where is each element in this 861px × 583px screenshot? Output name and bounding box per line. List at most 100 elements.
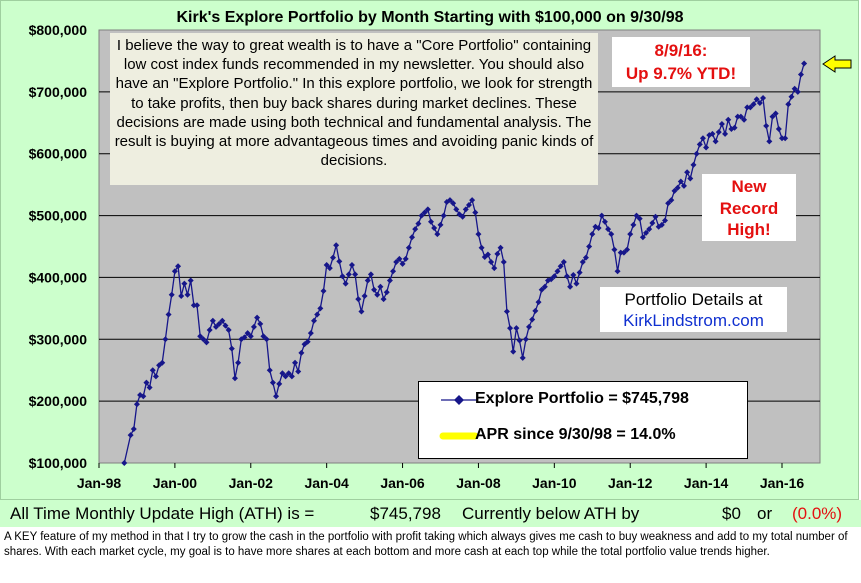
data-point: [718, 121, 725, 128]
data-point: [560, 258, 567, 265]
y-tick-label: $400,000: [29, 269, 88, 285]
data-point: [222, 322, 229, 329]
data-point: [216, 320, 223, 327]
chart-legend: Explore Portfolio = $745,798 APR since 9…: [418, 381, 748, 459]
data-point: [617, 249, 624, 256]
x-tick-label: Jan-14: [684, 475, 729, 491]
data-point: [769, 113, 776, 120]
data-point: [390, 268, 397, 275]
data-point: [576, 269, 583, 276]
data-point: [260, 333, 267, 340]
data-point: [200, 336, 207, 343]
data-point: [652, 213, 659, 220]
data-point: [339, 273, 346, 280]
x-tick-label: Jan-10: [532, 475, 577, 491]
data-point: [212, 323, 219, 330]
y-tick-label: $200,000: [29, 393, 88, 409]
data-point: [484, 251, 491, 258]
chart-title: Kirk's Explore Portfolio by Month Starti…: [176, 9, 683, 26]
legend-portfolio-marker: [441, 395, 477, 405]
data-point: [317, 305, 324, 312]
data-point: [209, 317, 216, 324]
y-tick-label: $100,000: [29, 455, 88, 471]
data-point: [608, 231, 615, 238]
data-point: [611, 246, 618, 253]
data-point: [741, 116, 748, 123]
data-point: [734, 113, 741, 120]
y-tick-label: $500,000: [29, 208, 88, 224]
below-ath-label: Currently below ATH by: [462, 504, 640, 523]
data-point: [478, 244, 485, 251]
data-point: [712, 138, 719, 145]
legend-apr-label: APR since 9/30/98 = 14.0%: [475, 426, 676, 443]
data-point: [662, 217, 669, 224]
data-point: [168, 291, 175, 298]
y-axis: $100,000 $200,000 $300,000 $400,000 $500,000…: [29, 22, 88, 471]
data-point: [522, 336, 529, 343]
data-point: [500, 258, 507, 265]
data-point: [567, 283, 574, 290]
data-point: [415, 220, 422, 227]
data-point: [677, 178, 684, 185]
data-point: [228, 345, 235, 352]
details-link[interactable]: KirkLindstrom.com: [623, 311, 764, 330]
data-point: [121, 460, 128, 466]
data-point: [538, 286, 545, 293]
data-point: [731, 124, 738, 131]
data-point: [190, 302, 197, 309]
data-point: [671, 187, 678, 194]
y-tick-label: $600,000: [29, 146, 88, 162]
data-point: [352, 271, 359, 278]
data-point: [532, 307, 539, 314]
data-point: [516, 337, 523, 344]
data-point: [282, 373, 289, 380]
data-point: [288, 373, 295, 380]
y-tick-label: $300,000: [29, 331, 88, 347]
data-point: [624, 246, 631, 253]
data-point: [130, 425, 137, 432]
data-point: [794, 88, 801, 95]
portfolio-details-box: Portfolio Details at KirkLindstrom.com: [600, 287, 787, 332]
data-point: [203, 339, 210, 346]
ath-value: $745,798: [370, 504, 441, 523]
data-point: [665, 200, 672, 207]
data-point: [269, 379, 276, 386]
data-point: [763, 122, 770, 129]
data-point: [418, 212, 425, 219]
data-point: [206, 327, 213, 334]
data-point: [421, 209, 428, 216]
data-point: [475, 231, 482, 238]
data-point: [519, 354, 526, 361]
data-point: [554, 268, 561, 275]
data-point: [753, 96, 760, 103]
ath-label: All Time Monthly Update High (ATH) is =: [10, 504, 315, 523]
data-point: [307, 330, 314, 337]
footnote: A KEY feature of my method in that I try…: [4, 531, 848, 558]
x-tick-label: Jan-12: [608, 475, 653, 491]
data-point: [250, 323, 257, 330]
data-point: [507, 325, 514, 332]
data-point: [494, 250, 501, 257]
data-point: [399, 260, 406, 267]
data-point: [627, 231, 634, 238]
data-point: [709, 130, 716, 137]
data-point: [219, 317, 226, 324]
data-point: [513, 325, 520, 332]
data-point: [788, 93, 795, 100]
data-point: [405, 244, 412, 251]
legend-portfolio-label: Explore Portfolio = $745,798: [475, 390, 689, 407]
data-point: [295, 368, 302, 375]
record-line-3: High!: [727, 220, 771, 239]
data-point: [750, 101, 757, 108]
data-point: [595, 224, 602, 231]
data-point: [285, 370, 292, 377]
data-point: [680, 182, 687, 189]
ytd-callout: 8/9/16: Up 9.7% YTD!: [612, 37, 750, 87]
data-point: [235, 359, 242, 366]
data-point: [345, 271, 352, 278]
data-point: [668, 197, 675, 204]
data-point: [573, 280, 580, 287]
data-point: [162, 336, 169, 343]
data-point: [630, 221, 637, 228]
data-point: [797, 71, 804, 78]
